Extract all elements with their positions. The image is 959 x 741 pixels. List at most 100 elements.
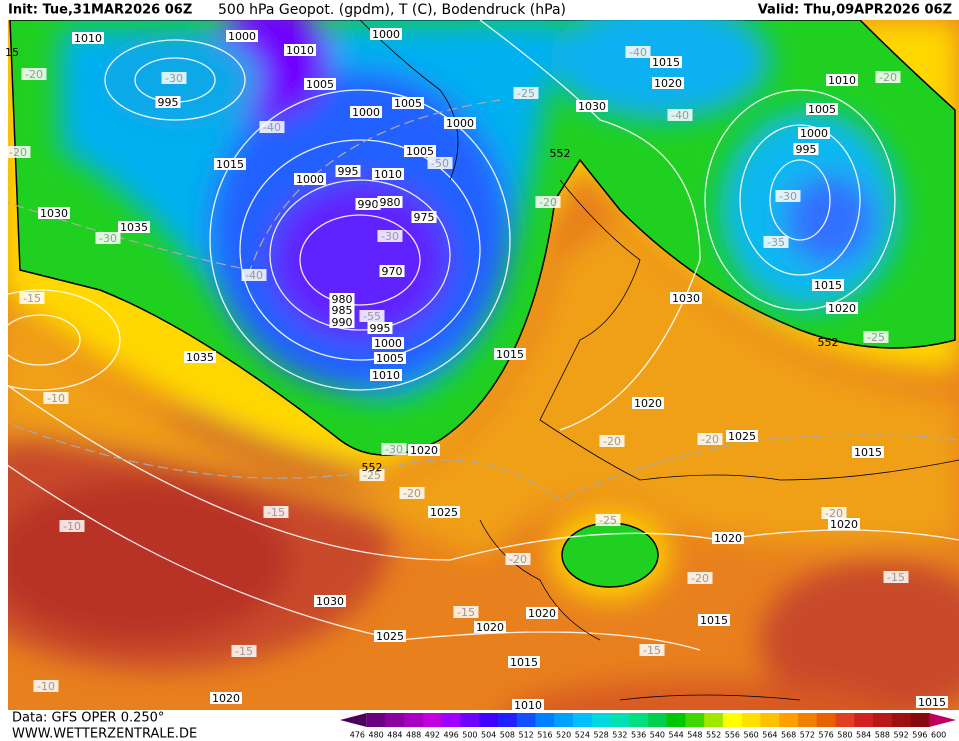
pressure-label: 1000 <box>446 117 474 130</box>
temperature-label-box <box>875 71 901 83</box>
colorbar-label: 540 <box>650 731 665 740</box>
pressure-label-box <box>652 77 684 89</box>
temperature-label: -25 <box>867 331 885 344</box>
colorbar-cell <box>610 713 630 727</box>
colorbar-label: 532 <box>612 731 627 740</box>
colorbar-label: 520 <box>556 731 571 740</box>
temperature-label: -25 <box>363 469 381 482</box>
pressure-label-box <box>355 198 381 210</box>
pressure-label: 1010 <box>828 74 856 87</box>
colorbar-cell <box>516 713 536 727</box>
colorbar-cell <box>554 713 574 727</box>
colorbar-label: 488 <box>406 731 421 740</box>
colorbar-label: 564 <box>762 731 777 740</box>
pressure-label: 1010 <box>374 168 402 181</box>
map-title: 500 hPa Geopot. (gpdm), T (C), Bodendruc… <box>218 2 566 18</box>
pressure-label-box <box>826 74 858 86</box>
temperature-label: -40 <box>629 46 647 59</box>
temperature-label-box <box>697 433 723 445</box>
temperature-label: -35 <box>767 236 785 249</box>
temperature-label: -30 <box>381 230 399 243</box>
temperature-label-box <box>359 310 385 322</box>
pressure-label-box <box>38 207 70 219</box>
temperature-label: -10 <box>63 520 81 533</box>
temperature-label-box <box>21 68 47 80</box>
temperature-label-box <box>595 514 621 526</box>
colorbar-cell <box>929 713 956 727</box>
temperature-label-box <box>625 46 651 58</box>
temperature-label: -20 <box>539 196 557 209</box>
pressure-label: 1020 <box>528 607 556 620</box>
temperature-label: -15 <box>267 506 285 519</box>
pressure-label-box <box>812 279 844 291</box>
pressure-label: 1020 <box>634 397 662 410</box>
colorbar-label: 588 <box>875 731 890 740</box>
temperature-label-box <box>5 146 31 158</box>
pressure-label: 1020 <box>714 532 742 545</box>
colorbar-cell <box>573 713 593 727</box>
temperature-label: -20 <box>879 71 897 84</box>
temperature-label-box <box>381 443 407 455</box>
colorbar-label: 568 <box>781 731 796 740</box>
colorbar-cell <box>423 713 443 727</box>
pressure-label-box <box>329 293 355 305</box>
temperature-label-box <box>535 196 561 208</box>
temperature-label-box <box>427 157 453 169</box>
pressure-label: 1030 <box>316 595 344 608</box>
pressure-label-box <box>793 143 819 155</box>
colorbar-cell <box>723 713 743 727</box>
pressure-label: 970 <box>382 265 403 278</box>
pressure-label-box <box>155 96 181 108</box>
temperature-label-box <box>687 572 713 584</box>
pressure-label: 1015 <box>854 446 882 459</box>
pressure-label: 1005 <box>808 103 836 116</box>
website: WWW.WETTERZENTRALE.DE <box>12 727 197 741</box>
pressure-label-box <box>72 32 104 44</box>
colorbar-cell <box>835 713 855 727</box>
colorbar-cell <box>891 713 911 727</box>
colorbar-cell <box>685 713 705 727</box>
pressure-label: 995 <box>338 165 359 178</box>
pressure-label: 1030 <box>578 100 606 113</box>
temperature-label: -15 <box>887 571 905 584</box>
pressure-label-box <box>632 397 664 409</box>
temperature-label-box <box>399 487 425 499</box>
pressure-label: 1035 <box>120 221 148 234</box>
colorbar-cell <box>779 713 799 727</box>
temperature-label: -15 <box>235 645 253 658</box>
pressure-label-box <box>210 692 242 704</box>
pressure-label-box <box>411 211 437 223</box>
temperature-label-box <box>883 571 909 583</box>
pressure-label-box <box>329 304 355 316</box>
pressure-label: 1030 <box>40 207 68 220</box>
pressure-label: 1015 <box>814 279 842 292</box>
temperature-label-box <box>639 644 665 656</box>
pressure-label: 1000 <box>374 337 402 350</box>
pressure-label-box <box>512 699 544 711</box>
pressure-label: 1005 <box>306 78 334 91</box>
colorbar-label: 544 <box>668 731 683 740</box>
pressure-label-box <box>350 106 382 118</box>
colorbar-label: 548 <box>687 731 702 740</box>
pressure-label: 1000 <box>296 173 324 186</box>
temperature-label-box <box>95 232 121 244</box>
temperature-label-box <box>505 553 531 565</box>
pressure-label: 1020 <box>212 692 240 705</box>
pressure-label-box <box>508 656 540 668</box>
pressure-label-box <box>314 595 346 607</box>
pressure-label: 1015 <box>652 56 680 69</box>
temperature-label: -30 <box>99 232 117 245</box>
colorbar-cell <box>666 713 686 727</box>
temperature-label: -10 <box>47 392 65 405</box>
colorbar-label: 512 <box>518 731 533 740</box>
pressure-label: 995 <box>796 143 817 156</box>
colorbar-cell <box>910 713 930 727</box>
pressure-label: 1005 <box>376 352 404 365</box>
temperature-label: -30 <box>385 443 403 456</box>
temperature-label: -20 <box>25 68 43 81</box>
pressure-label-box <box>698 614 730 626</box>
pressure-label: 1010 <box>286 44 314 57</box>
pressure-label: 1020 <box>654 77 682 90</box>
colorbar-label: 552 <box>706 731 721 740</box>
colorbar-cell <box>441 713 461 727</box>
